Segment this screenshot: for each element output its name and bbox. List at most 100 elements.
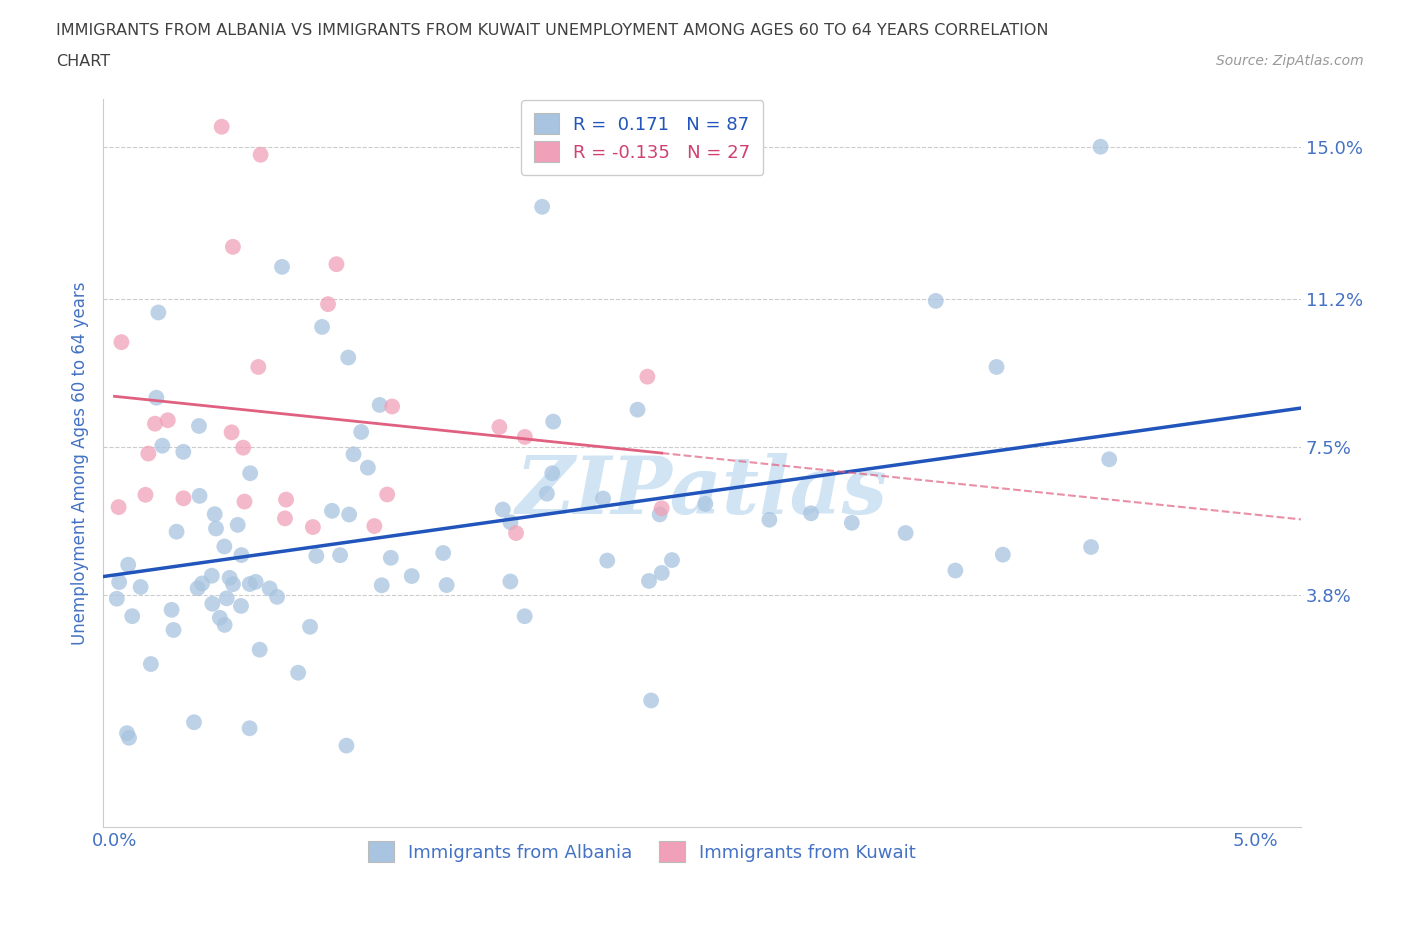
Point (245, 575, 267, 590)
Point (136, 446, 159, 461)
Point (894, 525, 917, 540)
Point (986, 360, 1008, 375)
Text: ZIPatlas: ZIPatlas (516, 454, 889, 531)
Point (139, 657, 162, 671)
Point (226, 517, 249, 532)
Point (218, 570, 240, 585)
Text: IMMIGRANTS FROM ALBANIA VS IMMIGRANTS FROM KUWAIT UNEMPLOYMENT AMONG AGES 60 TO : IMMIGRANTS FROM ALBANIA VS IMMIGRANTS FR… (56, 23, 1049, 38)
Point (115, 725, 138, 740)
Point (432, 546, 454, 561)
Point (183, 715, 205, 730)
Point (211, 119, 233, 134)
Point (239, 721, 262, 736)
Legend: Immigrants from Albania, Immigrants from Kuwait: Immigrants from Albania, Immigrants from… (361, 834, 924, 870)
Point (222, 577, 245, 591)
Point (499, 515, 522, 530)
Point (271, 259, 294, 274)
Point (381, 399, 404, 414)
Point (316, 297, 339, 312)
Point (214, 539, 236, 554)
Point (201, 596, 224, 611)
Point (108, 575, 131, 590)
Point (375, 487, 398, 502)
Point (129, 579, 152, 594)
Point (695, 497, 717, 512)
Point (1098, 452, 1121, 467)
Point (363, 519, 385, 534)
Point (287, 665, 309, 680)
Point (541, 466, 564, 481)
Point (648, 507, 671, 522)
Point (145, 391, 167, 405)
Text: Source: ZipAtlas.com: Source: ZipAtlas.com (1216, 54, 1364, 68)
Point (222, 239, 245, 254)
Point (231, 548, 253, 563)
Point (162, 622, 184, 637)
Point (368, 397, 391, 412)
Point (638, 574, 661, 589)
Point (188, 488, 211, 503)
Point (758, 512, 780, 527)
Point (110, 335, 132, 350)
Point (166, 525, 188, 539)
Point (191, 576, 214, 591)
Point (121, 609, 143, 624)
Text: CHART: CHART (56, 54, 110, 69)
Point (335, 738, 357, 753)
Point (118, 730, 141, 745)
Point (536, 486, 558, 501)
Point (156, 413, 179, 428)
Point (204, 507, 226, 522)
Point (640, 693, 662, 708)
Point (274, 511, 297, 525)
Point (247, 360, 270, 375)
Point (172, 445, 194, 459)
Point (215, 591, 238, 605)
Y-axis label: Unemployment Among Ages 60 to 64 years: Unemployment Among Ages 60 to 64 years (72, 281, 89, 644)
Point (436, 578, 458, 592)
Point (651, 565, 673, 580)
Point (311, 320, 333, 335)
Point (380, 551, 402, 565)
Point (925, 294, 948, 309)
Point (991, 547, 1014, 562)
Point (134, 487, 156, 502)
Point (233, 494, 256, 509)
Point (305, 549, 328, 564)
Point (105, 591, 128, 606)
Point (513, 609, 536, 624)
Point (329, 548, 352, 563)
Point (188, 418, 211, 433)
Point (800, 506, 823, 521)
Point (239, 466, 262, 481)
Point (321, 503, 343, 518)
Point (1090, 140, 1112, 154)
Point (187, 581, 209, 596)
Point (232, 440, 254, 455)
Point (117, 557, 139, 572)
Point (596, 553, 619, 568)
Point (201, 568, 224, 583)
Point (325, 257, 347, 272)
Point (505, 525, 527, 540)
Point (488, 419, 510, 434)
Point (299, 619, 322, 634)
Point (172, 491, 194, 506)
Point (513, 430, 536, 445)
Point (239, 577, 262, 591)
Point (249, 643, 271, 658)
Point (531, 199, 554, 214)
Point (541, 414, 564, 429)
Point (274, 492, 297, 507)
Point (626, 402, 648, 417)
Point (266, 590, 288, 604)
Point (337, 350, 360, 365)
Point (214, 618, 236, 632)
Point (636, 369, 658, 384)
Point (492, 502, 515, 517)
Point (229, 599, 252, 614)
Point (160, 603, 183, 618)
Point (357, 460, 380, 475)
Point (592, 491, 614, 506)
Point (150, 438, 173, 453)
